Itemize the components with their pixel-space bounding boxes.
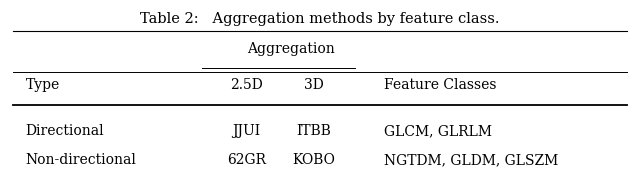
Text: KOBO: KOBO (292, 153, 335, 167)
Text: 2.5D: 2.5D (230, 78, 263, 92)
Text: Type: Type (26, 78, 60, 92)
Text: JJUI: JJUI (232, 124, 260, 138)
Text: 3D: 3D (304, 78, 323, 92)
Text: Aggregation: Aggregation (247, 42, 335, 56)
Text: 62GR: 62GR (227, 153, 266, 167)
Text: Non-directional: Non-directional (26, 153, 136, 167)
Text: NGTDM, GLDM, GLSZM: NGTDM, GLDM, GLSZM (384, 153, 558, 167)
Text: Directional: Directional (26, 124, 104, 138)
Text: Feature Classes: Feature Classes (384, 78, 497, 92)
Text: GLCM, GLRLM: GLCM, GLRLM (384, 124, 492, 138)
Text: Table 2:   Aggregation methods by feature class.: Table 2: Aggregation methods by feature … (140, 12, 500, 26)
Text: ITBB: ITBB (296, 124, 331, 138)
